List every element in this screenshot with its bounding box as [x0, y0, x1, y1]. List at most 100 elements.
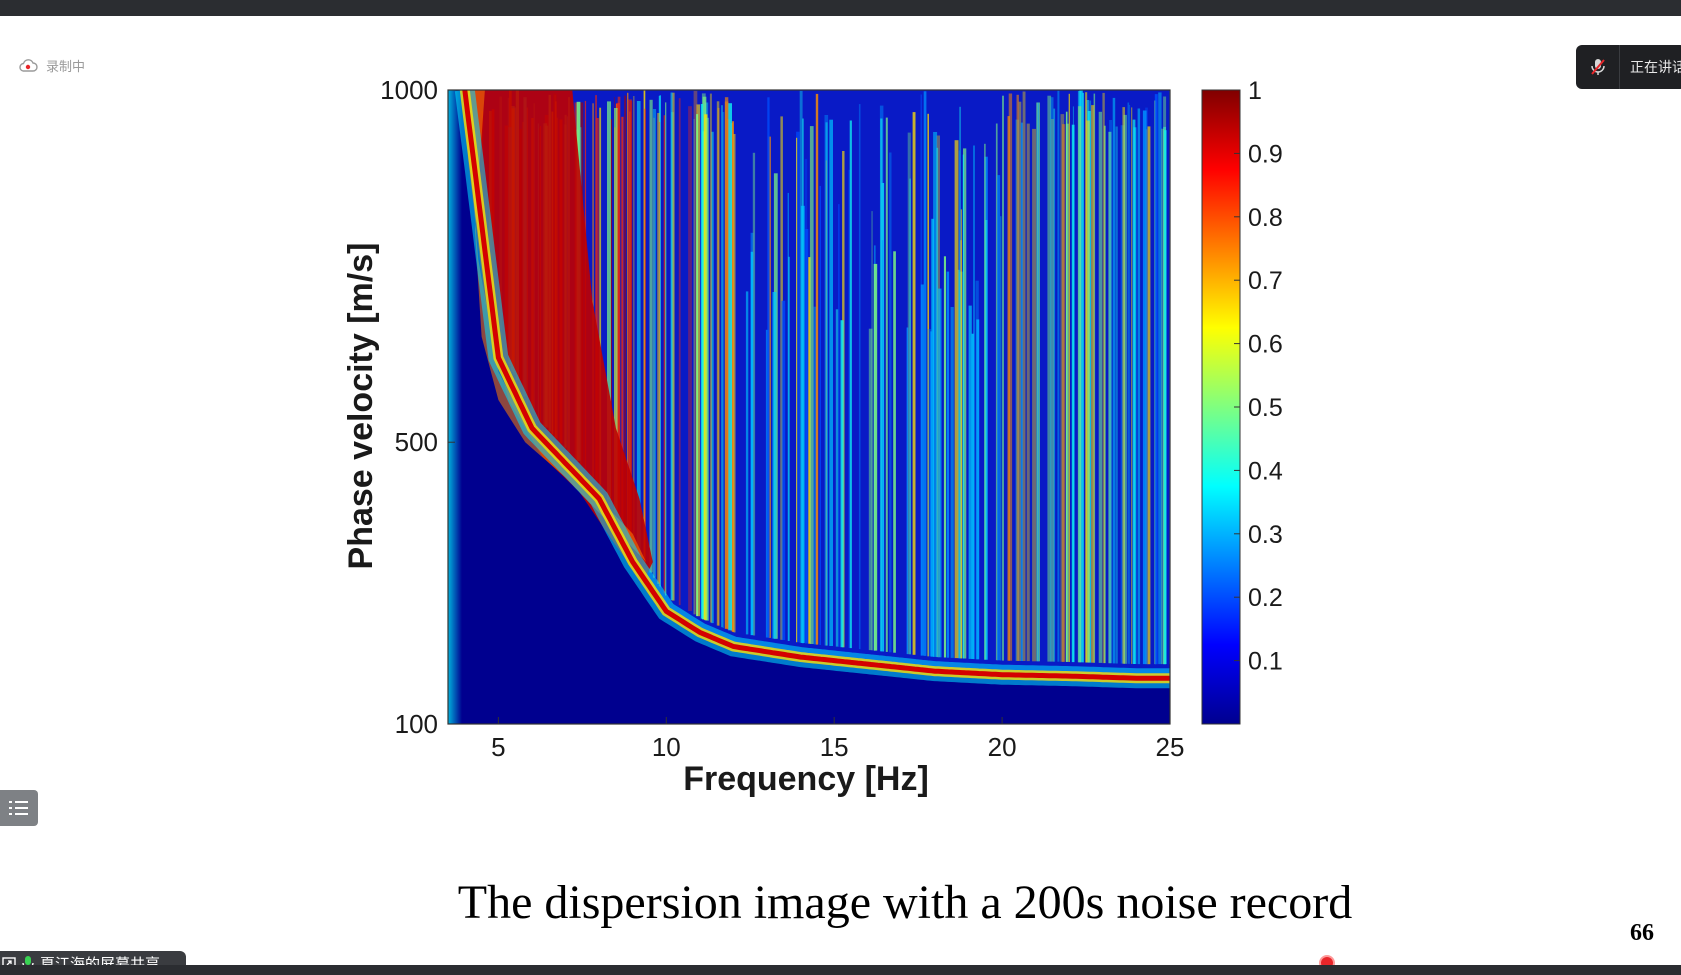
noise-streak	[1115, 126, 1118, 664]
top-bar	[0, 0, 1681, 16]
noise-streak	[752, 152, 756, 636]
mic-muted-icon[interactable]	[1576, 45, 1620, 89]
x-tick-label: 5	[491, 732, 505, 762]
colorbar-tick-label: 0.4	[1248, 457, 1283, 485]
noise-streak	[984, 143, 986, 660]
noise-streak	[835, 309, 839, 647]
noise-streak	[610, 119, 612, 506]
noise-streak	[709, 93, 712, 623]
noise-streak	[1066, 123, 1069, 662]
colorbar: 0.1 0.2 0.3 0.4 0.5 0.6 0.7 0.8 0.9 1	[1201, 77, 1283, 725]
noise-streak	[868, 328, 873, 651]
noise-streak	[592, 103, 594, 478]
noise-streak	[889, 152, 892, 653]
noise-streak	[809, 126, 814, 645]
noise-streak	[1112, 97, 1116, 664]
noise-streak	[787, 192, 789, 641]
noise-streak	[1137, 108, 1141, 665]
colorbar-tick-label: 0.9	[1248, 140, 1283, 168]
noise-streak	[1082, 92, 1084, 663]
noise-streak	[997, 175, 1001, 661]
noise-streak	[1109, 120, 1113, 664]
noise-streak	[1037, 102, 1039, 662]
noise-streak	[678, 98, 681, 606]
recording-label: 录制中	[46, 60, 86, 75]
x-tick-label: 15	[820, 732, 849, 762]
noise-streak	[962, 154, 964, 659]
noise-streak	[805, 229, 809, 644]
noise-streak	[1016, 94, 1019, 661]
noise-streak	[1000, 216, 1002, 661]
noise-streak	[767, 97, 770, 638]
colorbar-tick-label: 0.1	[1248, 648, 1283, 676]
x-tick-label: 20	[988, 732, 1017, 762]
noise-streak	[931, 218, 934, 657]
noise-streak	[796, 137, 798, 643]
noise-streak	[624, 95, 627, 532]
noise-streak	[975, 280, 979, 660]
noise-streak	[1147, 126, 1151, 665]
noise-streak	[745, 291, 749, 635]
page-number: 66	[1630, 920, 1654, 946]
high-coherence-region	[464, 90, 653, 584]
speaking-indicator[interactable]: 正在讲话	[1576, 45, 1681, 89]
noise-streak	[693, 90, 698, 615]
noise-streak	[1071, 124, 1075, 663]
noise-streak	[880, 118, 883, 652]
noise-streak	[829, 119, 833, 646]
noise-streak	[1002, 95, 1004, 661]
plot-area	[447, 89, 1171, 725]
list-menu-button[interactable]	[0, 790, 38, 826]
noise-streak	[665, 102, 667, 596]
noise-streak	[633, 96, 635, 549]
noise-streak	[825, 160, 827, 646]
noise-streak	[1047, 95, 1052, 662]
noise-streak	[649, 99, 653, 573]
x-axis-label: Frequency [Hz]	[683, 760, 929, 798]
noise-streak	[772, 292, 777, 639]
noise-streak	[1050, 97, 1054, 662]
noise-streak	[927, 329, 932, 657]
noise-streak	[995, 123, 998, 661]
noise-streak	[607, 101, 611, 500]
noise-streak	[819, 185, 821, 645]
noise-streak	[1131, 107, 1133, 664]
noise-streak	[627, 92, 629, 538]
noise-streak	[840, 320, 844, 648]
noise-streak	[700, 104, 704, 619]
noise-streak	[959, 106, 961, 659]
noise-streak	[658, 122, 661, 587]
noise-streak	[1062, 124, 1066, 662]
colorbar-gradient	[1201, 89, 1241, 725]
noise-streak	[627, 99, 632, 539]
noise-streak	[696, 104, 700, 617]
noise-streak	[1077, 91, 1082, 663]
noise-streak	[616, 102, 620, 517]
noise-streak	[813, 306, 817, 645]
noise-streak	[781, 300, 786, 640]
noise-streak	[1142, 110, 1147, 665]
noise-streak	[788, 256, 790, 641]
noise-streak	[721, 105, 723, 628]
colorbar-tick-label: 0.3	[1248, 521, 1283, 549]
noise-streak	[938, 288, 942, 658]
noise-streak	[954, 140, 959, 659]
noise-streak	[1093, 93, 1096, 663]
slide-title: The dispersion image with a 200s noise r…	[457, 876, 1353, 929]
noise-streak	[936, 147, 939, 658]
noise-streak	[957, 269, 960, 659]
noise-streak	[717, 107, 720, 626]
noise-streak	[750, 251, 754, 636]
noise-streak	[614, 108, 618, 513]
transition-region	[464, 90, 647, 562]
noise-streak	[1091, 105, 1095, 663]
noise-streak	[599, 107, 602, 485]
noise-streak	[1161, 128, 1165, 665]
y-tick-label: 100	[395, 709, 438, 739]
noise-streak	[621, 116, 624, 527]
noise-streak	[873, 263, 878, 651]
noise-streak	[927, 113, 929, 657]
recording-indicator[interactable]: 录制中	[18, 56, 85, 75]
noise-streak	[946, 271, 950, 658]
noise-streak	[933, 132, 938, 657]
